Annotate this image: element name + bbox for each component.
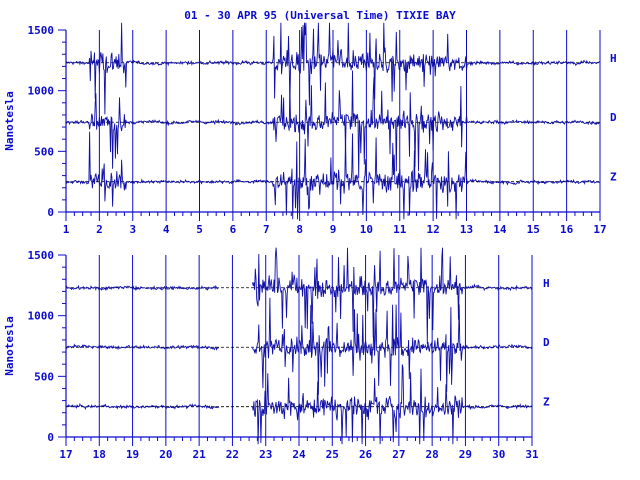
x-tick-label: 15 [527, 223, 540, 236]
x-tick-label: 18 [93, 448, 106, 461]
trace-H [65, 247, 533, 344]
x-tick-label: 23 [259, 448, 272, 461]
x-tick-label: 14 [493, 223, 507, 236]
component-label-Z: Z [543, 396, 550, 409]
y-tick-label: 1500 [28, 249, 55, 262]
x-tick-label: 6 [230, 223, 237, 236]
x-tick-label: 5 [196, 223, 203, 236]
component-label-D: D [610, 111, 617, 124]
x-tick-label: 13 [460, 223, 473, 236]
trace-D [66, 297, 533, 395]
y-axis-label: Nanotesla [3, 91, 16, 151]
x-tick-label: 4 [163, 223, 170, 236]
x-tick-label: 29 [459, 448, 472, 461]
component-label-H: H [610, 52, 617, 65]
x-tick-label: 11 [393, 223, 407, 236]
x-tick-label: 24 [292, 448, 306, 461]
trace-Z [65, 364, 533, 445]
x-tick-label: 30 [492, 448, 505, 461]
y-tick-label: 1000 [28, 85, 55, 98]
x-tick-label: 12 [427, 223, 440, 236]
y-tick-label: 0 [47, 431, 54, 444]
x-tick-label: 2 [96, 223, 103, 236]
x-tick-label: 3 [129, 223, 136, 236]
y-tick-label: 0 [47, 206, 54, 219]
chart-title: 01 - 30 APR 95 (Universal Time) TIXIE BA… [184, 9, 456, 22]
x-tick-label: 19 [126, 448, 139, 461]
x-tick-label: 25 [326, 448, 339, 461]
trace-Z [65, 131, 601, 220]
y-axis-label: Nanotesla [3, 316, 16, 376]
x-tick-label: 28 [426, 448, 439, 461]
component-label-Z: Z [610, 171, 617, 184]
x-tick-label: 8 [296, 223, 303, 236]
x-tick-label: 10 [360, 223, 373, 236]
trace-H [65, 22, 601, 115]
y-tick-label: 1500 [28, 24, 55, 37]
y-tick-label: 500 [34, 145, 54, 158]
x-tick-label: 16 [560, 223, 574, 236]
x-tick-label: 20 [159, 448, 172, 461]
panel-1: 1 2 3 4 5 6 7 8 9 10 11 12 13 14 15 16 17050010001500Nan… [3, 22, 617, 236]
component-label-H: H [543, 277, 550, 290]
component-label-D: D [543, 336, 550, 349]
x-tick-label: 1 [63, 223, 70, 236]
x-tick-label: 17 [593, 223, 606, 236]
x-tick-label: 26 [359, 448, 373, 461]
trace-D [65, 70, 601, 179]
y-tick-label: 1000 [28, 310, 55, 323]
x-tick-label: 9 [330, 223, 337, 236]
x-tick-label: 31 [525, 448, 539, 461]
x-tick-label: 27 [392, 448, 405, 461]
x-tick-label: 17 [59, 448, 72, 461]
x-tick-label: 7 [263, 223, 270, 236]
x-tick-label: 21 [193, 448, 207, 461]
panel-2: 17 18 19 20 21 22 23 24 25 26 27 28 29 30 31 0 500 1000 15… [3, 247, 550, 461]
x-tick-label: 22 [226, 448, 239, 461]
y-tick-label: 500 [34, 370, 54, 383]
